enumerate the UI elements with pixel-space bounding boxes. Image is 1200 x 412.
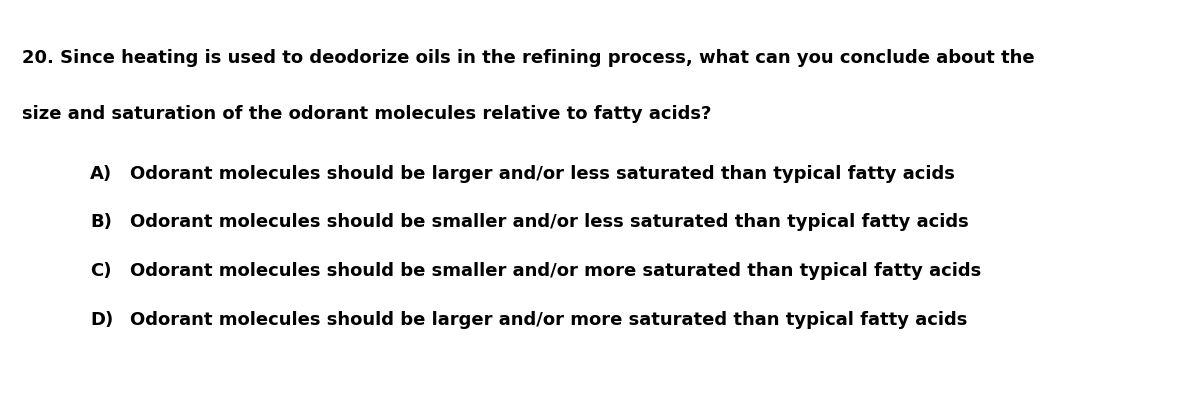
- Text: Odorant molecules should be smaller and/or less saturated than typical fatty aci: Odorant molecules should be smaller and/…: [130, 213, 968, 232]
- Text: D): D): [90, 311, 113, 329]
- Text: Odorant molecules should be smaller and/or more saturated than typical fatty aci: Odorant molecules should be smaller and/…: [130, 262, 980, 280]
- Text: 20. Since heating is used to deodorize oils in the refining process, what can yo: 20. Since heating is used to deodorize o…: [22, 49, 1034, 68]
- Text: B): B): [90, 213, 112, 232]
- Text: Odorant molecules should be larger and/or less saturated than typical fatty acid: Odorant molecules should be larger and/o…: [130, 165, 954, 183]
- Text: Odorant molecules should be larger and/or more saturated than typical fatty acid: Odorant molecules should be larger and/o…: [130, 311, 967, 329]
- Text: A): A): [90, 165, 112, 183]
- Text: C): C): [90, 262, 112, 280]
- Text: size and saturation of the odorant molecules relative to fatty acids?: size and saturation of the odorant molec…: [22, 105, 710, 123]
